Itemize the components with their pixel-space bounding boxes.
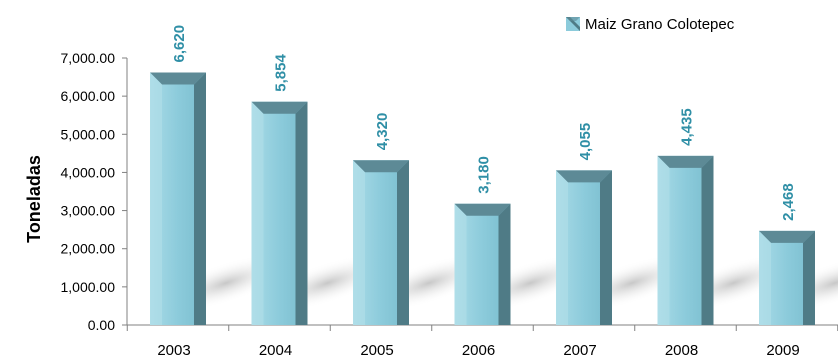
x-tick-label: 2005 [360, 342, 393, 359]
y-tick-label: 3,000.00 [61, 203, 116, 219]
bar [150, 72, 206, 325]
value-label: 5,854 [273, 54, 290, 92]
x-tick-label: 2007 [563, 342, 596, 359]
axis-layer: 0.00 1,000.00 2,000.00 3,000.00 4,000.00 5,00… [61, 50, 838, 333]
y-tick-label: 2,000.00 [61, 241, 116, 257]
bar-highlight [251, 101, 264, 325]
bar-side [701, 155, 714, 325]
legend: Maiz Grano Colotepec [566, 16, 735, 33]
bar-highlight [657, 155, 670, 325]
bar [759, 230, 815, 325]
bar-side [498, 203, 511, 325]
legend-swatch [566, 17, 580, 31]
value-label: 2,468 [780, 183, 797, 221]
y-tick-label: 5,000.00 [61, 126, 116, 142]
y-tick-label: 7,000.00 [61, 50, 116, 66]
legend-label: Maiz Grano Colotepec [585, 16, 735, 33]
label-layer: 6,620 2003 5,854 2004 4,320 2005 3,180 2006 4,05… [157, 25, 799, 359]
bar-side [295, 101, 308, 325]
bar [251, 101, 308, 325]
bar [353, 160, 409, 325]
bar-highlight [454, 203, 467, 325]
y-tick-label: 1,000.00 [61, 279, 116, 295]
bar-highlight [150, 72, 162, 325]
bar-highlight [759, 230, 771, 325]
bar-side [194, 72, 206, 325]
bar [556, 170, 612, 325]
value-label: 4,055 [577, 123, 594, 161]
x-tick-label: 2008 [665, 342, 698, 359]
bar-top [556, 170, 612, 183]
y-tick-label: 0.00 [88, 317, 115, 333]
bar [454, 203, 511, 325]
x-tick-label: 2003 [157, 342, 190, 359]
value-label: 6,620 [171, 25, 188, 63]
x-tick-label: 2006 [462, 342, 495, 359]
y-tick-label: 6,000.00 [61, 88, 116, 104]
bar-side [397, 160, 409, 325]
value-label: 3,180 [476, 156, 493, 194]
bar-top [454, 203, 511, 216]
bar-top [150, 72, 206, 85]
bar-layer [150, 72, 815, 325]
x-tick-label: 2004 [259, 342, 292, 359]
bar-highlight [353, 160, 365, 325]
value-label: 4,320 [374, 113, 391, 151]
bar-top [353, 160, 409, 173]
bar-top [657, 155, 714, 168]
bar-side [803, 230, 815, 325]
bar [657, 155, 714, 325]
bar-top [759, 230, 815, 243]
x-tick-label: 2009 [766, 342, 799, 359]
bar-highlight [556, 170, 568, 325]
y-axis-label: Toneladas [24, 155, 44, 243]
bar-top [251, 101, 308, 114]
bar-side [600, 170, 612, 325]
value-label: 4,435 [679, 108, 696, 146]
y-tick-label: 4,000.00 [61, 164, 116, 180]
